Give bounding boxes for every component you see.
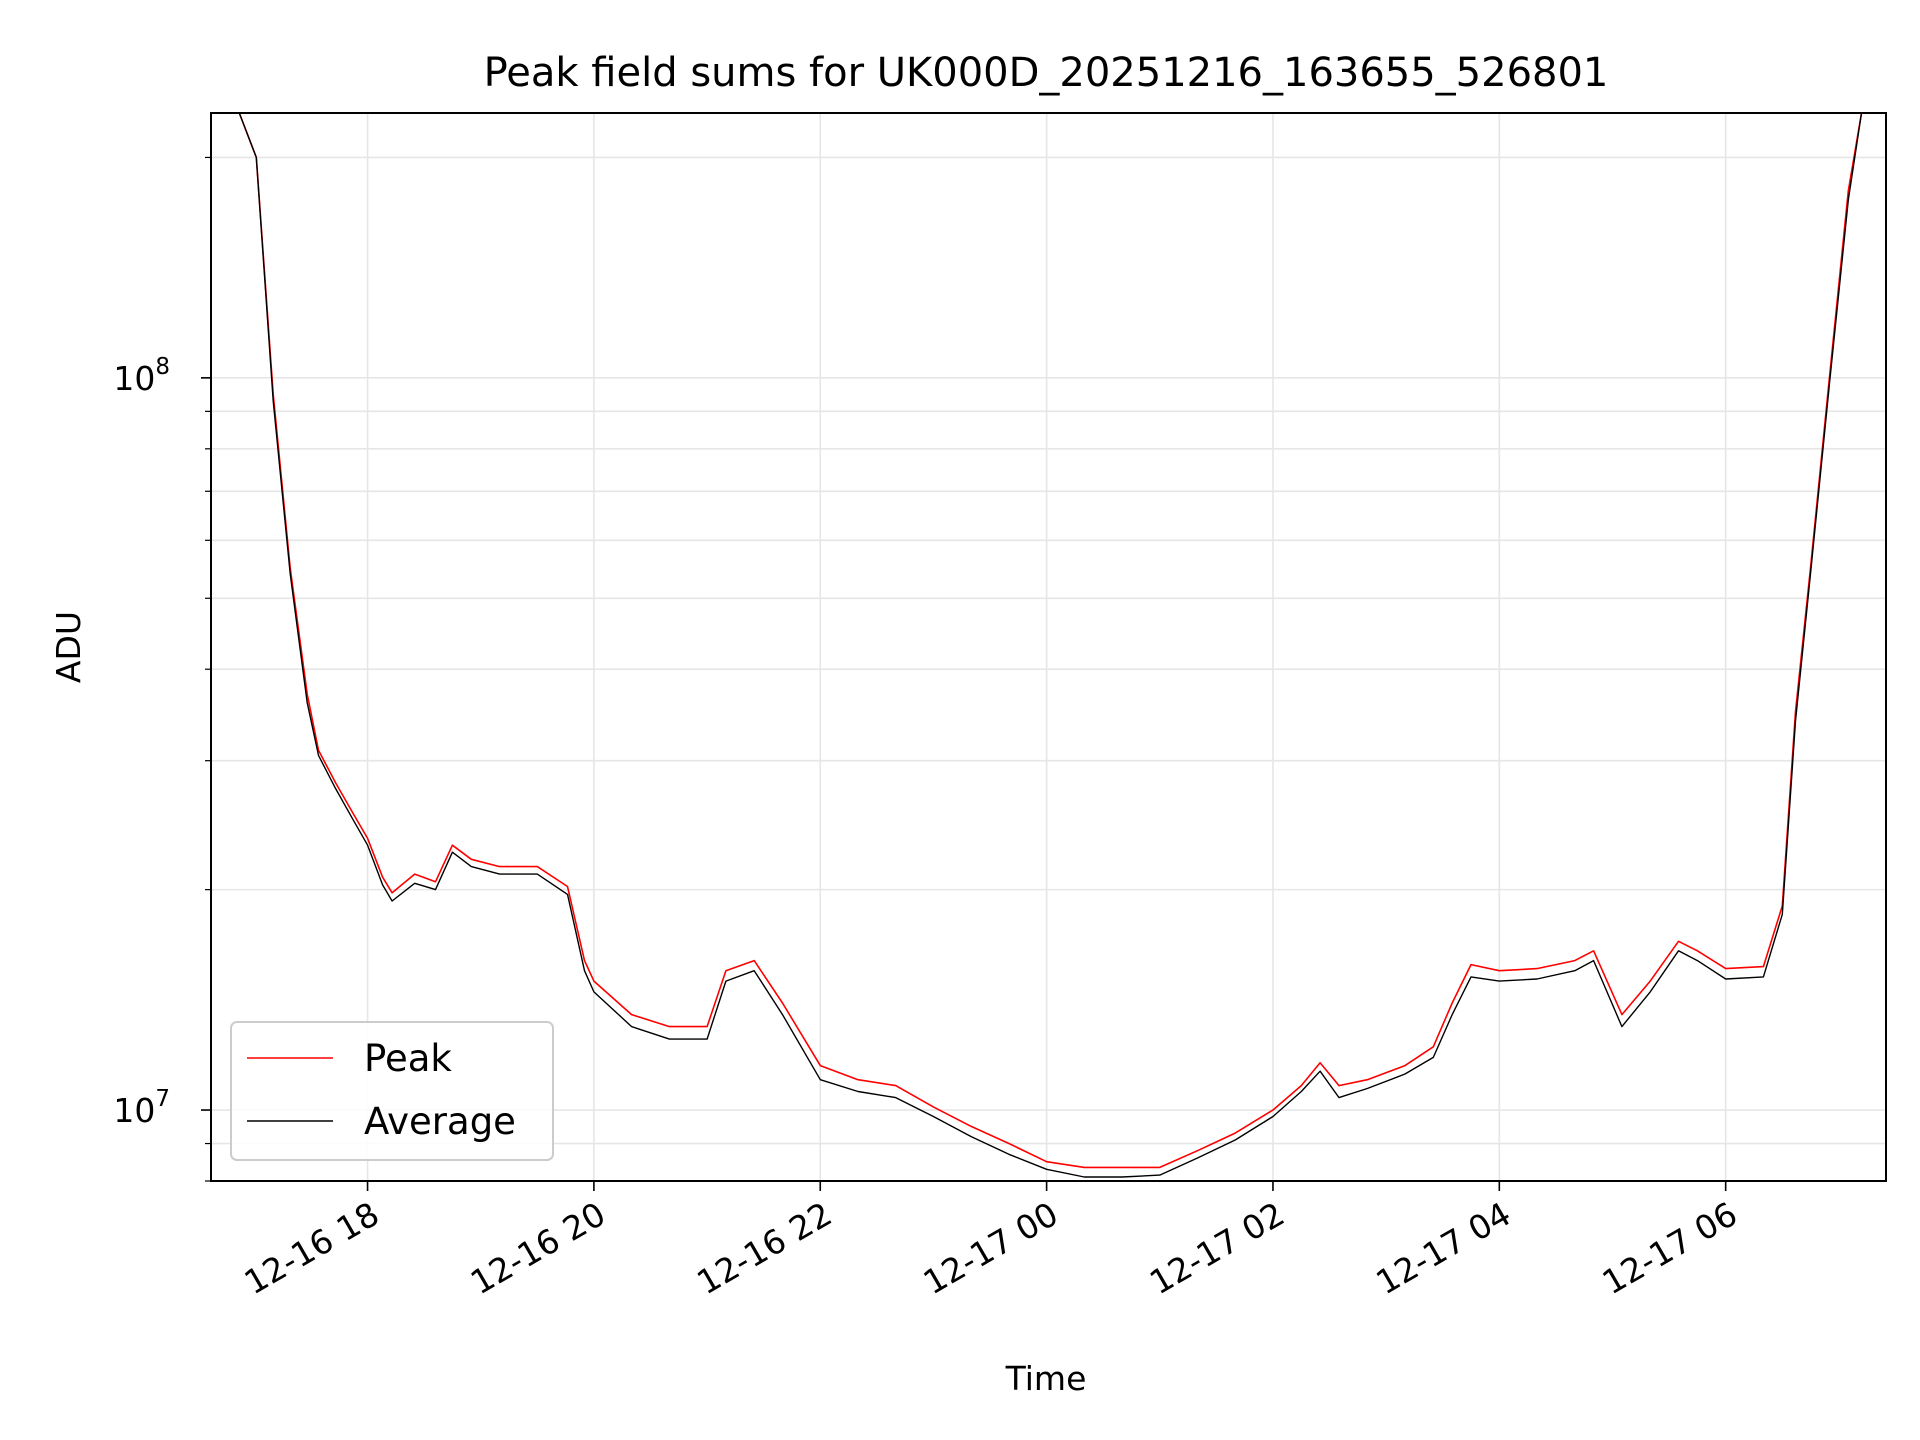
grid <box>211 113 1886 1182</box>
series-line-average <box>238 112 1863 1178</box>
plot-frame <box>210 112 1887 1182</box>
legend-box <box>230 1021 554 1161</box>
series-line-peak <box>238 112 1863 1169</box>
legend-label-average: Average <box>364 1100 516 1143</box>
x-axis-label: Time <box>1005 1359 1087 1398</box>
chart-title: Peak field sums for UK000D_20251216_1636… <box>484 50 1609 96</box>
legend-label-peak: Peak <box>364 1037 452 1080</box>
series-layer <box>238 112 1863 1178</box>
y-axis: 107 108 <box>113 156 211 1182</box>
y-axis-label: ADU <box>49 611 88 683</box>
y-tick-label: 108 <box>113 354 170 398</box>
y-tick-label: 107 <box>113 1086 170 1130</box>
legend: Peak Average <box>230 1021 554 1161</box>
